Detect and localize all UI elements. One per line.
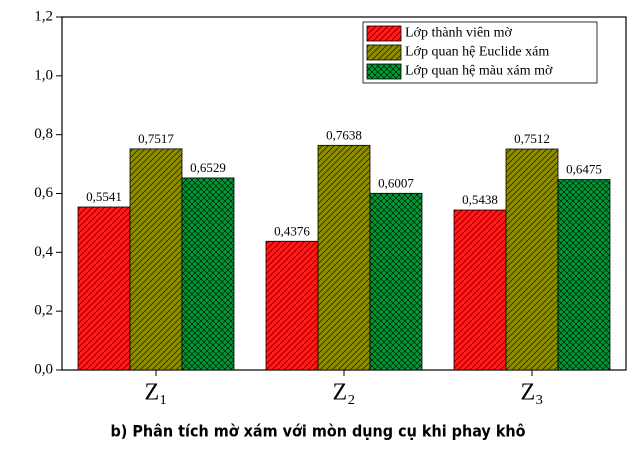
legend-label: Lớp quan hệ màu xám mờ (405, 64, 553, 79)
y-tick-label: 0,6 (34, 185, 53, 201)
data-label: 0,6529 (190, 160, 226, 175)
data-label: 0,7638 (326, 127, 362, 142)
bar (77, 206, 131, 371)
legend-label: Lớp thành viên mờ (405, 26, 513, 41)
data-label: 0,5541 (86, 189, 122, 204)
data-label: 0,4376 (274, 223, 310, 238)
y-tick-label: 0,0 (34, 361, 53, 377)
legend-swatch (366, 63, 402, 80)
y-tick-label: 1,2 (34, 8, 53, 24)
y-tick-label: 0,2 (34, 303, 53, 319)
bar (557, 179, 611, 371)
legend-label: Lớp quan hệ Euclide xám (405, 45, 549, 60)
x-tick-label: Z₁ (144, 380, 167, 406)
bar (317, 144, 371, 371)
legend-swatch (366, 25, 402, 42)
y-tick-label: 0,8 (34, 126, 53, 142)
x-tick-label: Z₃ (520, 380, 543, 406)
bar (265, 240, 319, 371)
bar (129, 148, 183, 371)
data-label: 0,6007 (378, 175, 414, 190)
y-tick-label: 0,4 (34, 244, 53, 260)
bar (181, 177, 235, 371)
data-label: 0,6475 (566, 162, 602, 177)
legend-box (362, 21, 598, 84)
bar (453, 209, 507, 371)
y-tick-label: 1,0 (34, 67, 53, 83)
data-label: 0,5438 (462, 192, 498, 207)
legend-swatch (366, 44, 402, 61)
x-tick-label: Z₂ (332, 380, 355, 406)
bar (505, 148, 559, 371)
data-label: 0,7512 (514, 131, 550, 146)
caption: b) Phân tích mờ xám với mòn dụng cụ khi … (110, 422, 525, 441)
bar (369, 192, 423, 371)
data-label: 0,7517 (138, 131, 174, 146)
